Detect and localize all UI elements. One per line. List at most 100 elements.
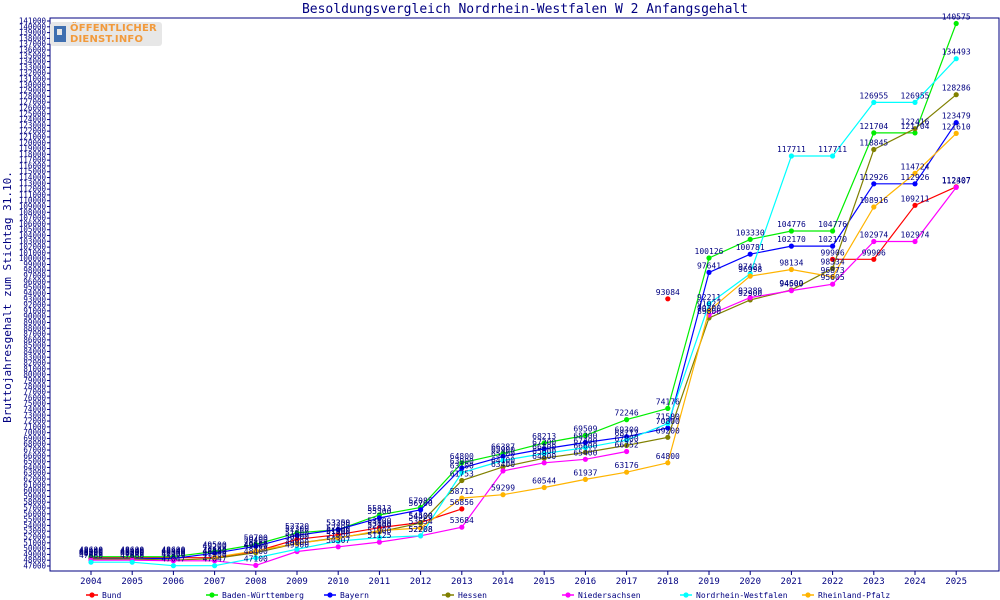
y-tick-label: 80000 xyxy=(23,370,46,379)
y-tick-label: 66000 xyxy=(23,451,46,460)
y-tick-label: 47000 xyxy=(23,562,46,571)
y-tick-label: 65000 xyxy=(23,457,46,466)
data-label: 49500 xyxy=(244,541,268,550)
data-point xyxy=(253,548,259,554)
y-tick-label: 58000 xyxy=(23,498,46,507)
data-point xyxy=(624,437,630,443)
logo-line-1: ÖFFENTLICHER xyxy=(70,23,157,34)
data-label: 103330 xyxy=(736,228,765,237)
data-label: 47660 xyxy=(120,551,144,560)
y-tick-label: 130000 xyxy=(19,80,47,89)
data-label: 97421 xyxy=(738,263,762,272)
y-tick-label: 120000 xyxy=(19,138,47,147)
y-tick-label: 48000 xyxy=(23,556,46,565)
x-tick-label: 2015 xyxy=(533,577,555,587)
data-point xyxy=(788,228,795,234)
data-point xyxy=(376,535,382,541)
y-tick-label: 89000 xyxy=(23,318,46,327)
data-point xyxy=(871,204,877,210)
x-tick-label: 2008 xyxy=(245,577,267,587)
data-point xyxy=(665,296,671,302)
data-point xyxy=(830,256,836,262)
y-tick-label: 73000 xyxy=(23,411,46,420)
y-tick-label: 85000 xyxy=(23,341,46,350)
y-tick-label: 59000 xyxy=(23,492,46,501)
data-label: 72246 xyxy=(615,409,639,418)
data-point xyxy=(294,532,300,538)
y-tick-label: 87000 xyxy=(23,330,46,339)
data-label: 48000 xyxy=(120,549,144,558)
legend-swatch-dot xyxy=(683,592,689,598)
data-label: 112926 xyxy=(859,173,888,182)
legend-label: Hessen xyxy=(458,591,487,600)
data-label: 102170 xyxy=(818,235,847,244)
data-point xyxy=(459,506,465,512)
y-tick-label: 97000 xyxy=(23,272,46,281)
y-tick-label: 84000 xyxy=(23,347,46,356)
y-tick-label: 112000 xyxy=(19,185,47,194)
legend-swatch-dot xyxy=(445,592,451,598)
data-point xyxy=(376,528,382,534)
y-tick-label: 123000 xyxy=(19,121,47,130)
y-tick-label: 57000 xyxy=(23,504,46,513)
x-tick-label: 2007 xyxy=(204,577,226,587)
data-label: 47900 xyxy=(161,550,185,559)
data-point xyxy=(953,184,959,190)
y-tick-label: 135000 xyxy=(19,51,47,60)
data-point xyxy=(335,535,341,541)
x-tick-label: 2025 xyxy=(945,577,967,587)
data-label: 100126 xyxy=(695,247,724,256)
data-label: 56856 xyxy=(450,498,474,507)
data-label: 57085 xyxy=(409,497,433,506)
data-point xyxy=(624,469,630,475)
data-point xyxy=(335,544,341,550)
data-label: 54400 xyxy=(409,512,433,521)
data-label: 102170 xyxy=(777,235,806,244)
legend-item: Niedersachsen xyxy=(562,591,641,600)
data-label: 47047 xyxy=(161,555,185,564)
data-label: 117711 xyxy=(777,145,806,154)
data-point xyxy=(500,453,506,459)
y-tick-label: 54000 xyxy=(23,521,46,530)
data-point xyxy=(788,266,795,273)
data-label: 51900 xyxy=(367,527,391,536)
data-point xyxy=(582,439,589,446)
legend-swatch-dot xyxy=(89,592,95,598)
data-label: 126955 xyxy=(859,91,888,100)
x-tick-label: 2019 xyxy=(698,577,720,587)
data-label: 48400 xyxy=(244,547,268,556)
data-point xyxy=(665,434,671,440)
y-tick-label: 108000 xyxy=(19,208,47,217)
data-point xyxy=(830,265,836,271)
y-tick-label: 56000 xyxy=(23,509,46,518)
data-label: 64100 xyxy=(491,456,515,465)
data-point xyxy=(459,524,465,530)
data-label: 58712 xyxy=(450,487,474,496)
x-tick-label: 2005 xyxy=(121,577,143,587)
data-label: 50900 xyxy=(285,532,309,541)
data-label: 65900 xyxy=(491,445,515,454)
data-label: 66400 xyxy=(532,443,556,452)
chart-title: Besoldungsvergleich Nordrhein-Westfalen … xyxy=(302,2,748,17)
series-line xyxy=(91,58,957,567)
y-tick-label: 113000 xyxy=(19,179,47,188)
data-label: 61753 xyxy=(450,470,474,479)
legend-item: Rheinland-Pfalz xyxy=(802,591,890,600)
y-tick-label: 127000 xyxy=(19,98,47,107)
data-point xyxy=(624,448,630,455)
x-tick-label: 2022 xyxy=(822,577,844,587)
legend-label: Bund xyxy=(102,591,121,600)
data-label: 94600 xyxy=(779,279,803,288)
legend-label: Bayern xyxy=(340,591,369,600)
data-labels: 48440 48440 48440 4844049500516005240053600… xyxy=(79,13,971,564)
x-tick-label: 2016 xyxy=(575,577,597,587)
y-tick-label: 118000 xyxy=(19,150,47,159)
y-tick-label: 60000 xyxy=(23,486,46,495)
data-point xyxy=(541,484,547,491)
y-tick-label: 67000 xyxy=(23,446,46,455)
data-point xyxy=(500,492,506,498)
data-label: 52300 xyxy=(285,524,309,533)
data-label: 117711 xyxy=(818,145,847,154)
y-tick-label: 53000 xyxy=(23,527,46,536)
data-label: 66600 xyxy=(573,441,597,450)
